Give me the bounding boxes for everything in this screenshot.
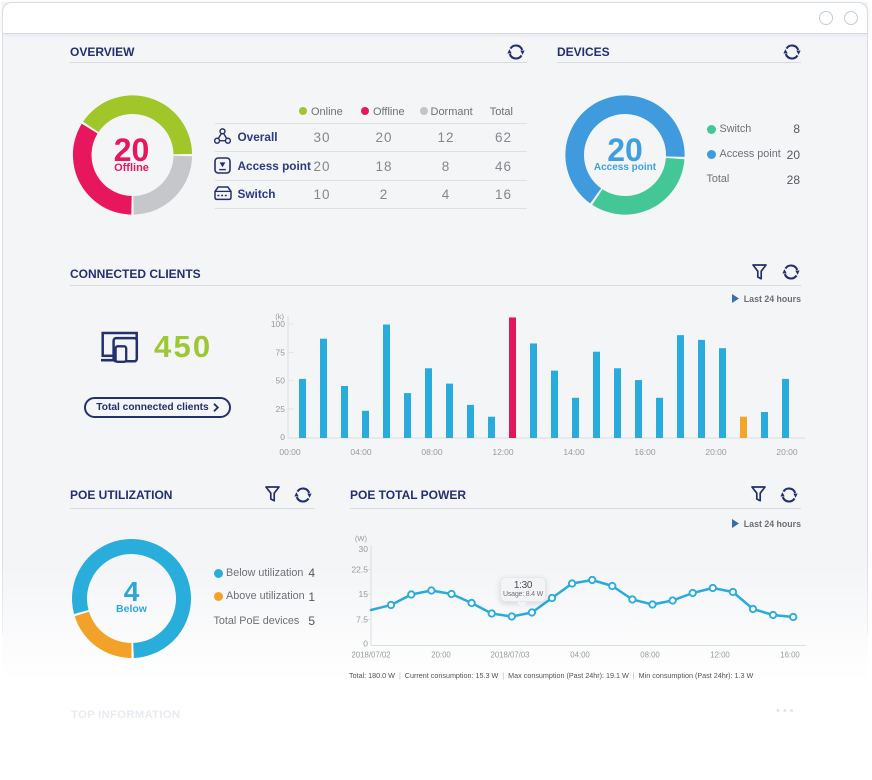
svg-text:100: 100 bbox=[271, 319, 285, 329]
svg-text:50: 50 bbox=[276, 376, 286, 386]
svg-text:12:00: 12:00 bbox=[710, 651, 730, 660]
svg-text:20:00: 20:00 bbox=[431, 651, 451, 660]
svg-text:08:00: 08:00 bbox=[421, 447, 443, 457]
svg-text:0: 0 bbox=[280, 432, 285, 442]
svg-text:00:00: 00:00 bbox=[279, 447, 301, 457]
svg-text:75: 75 bbox=[276, 348, 286, 358]
svg-text:7.5: 7.5 bbox=[356, 615, 368, 625]
svg-text:25: 25 bbox=[276, 404, 286, 414]
svg-text:08:00: 08:00 bbox=[640, 651, 660, 660]
svg-text:0: 0 bbox=[363, 639, 368, 649]
svg-text:22.5: 22.5 bbox=[351, 565, 368, 575]
svg-text:20:00: 20:00 bbox=[705, 447, 727, 457]
svg-text:2018/07/02: 2018/07/02 bbox=[351, 651, 390, 660]
svg-text:(W): (W) bbox=[355, 534, 368, 543]
svg-text:15: 15 bbox=[359, 589, 369, 599]
svg-text:16:00: 16:00 bbox=[634, 447, 656, 457]
svg-text:04:00: 04:00 bbox=[350, 447, 372, 457]
svg-text:2018/07/03: 2018/07/03 bbox=[490, 651, 529, 660]
svg-text:04:00: 04:00 bbox=[570, 651, 590, 660]
svg-text:16:00: 16:00 bbox=[780, 651, 800, 660]
svg-text:(k): (k) bbox=[275, 312, 284, 321]
svg-text:12:00: 12:00 bbox=[492, 447, 514, 457]
svg-text:20:00: 20:00 bbox=[776, 447, 798, 457]
svg-text:14:00: 14:00 bbox=[563, 447, 585, 457]
svg-text:30: 30 bbox=[359, 544, 369, 554]
